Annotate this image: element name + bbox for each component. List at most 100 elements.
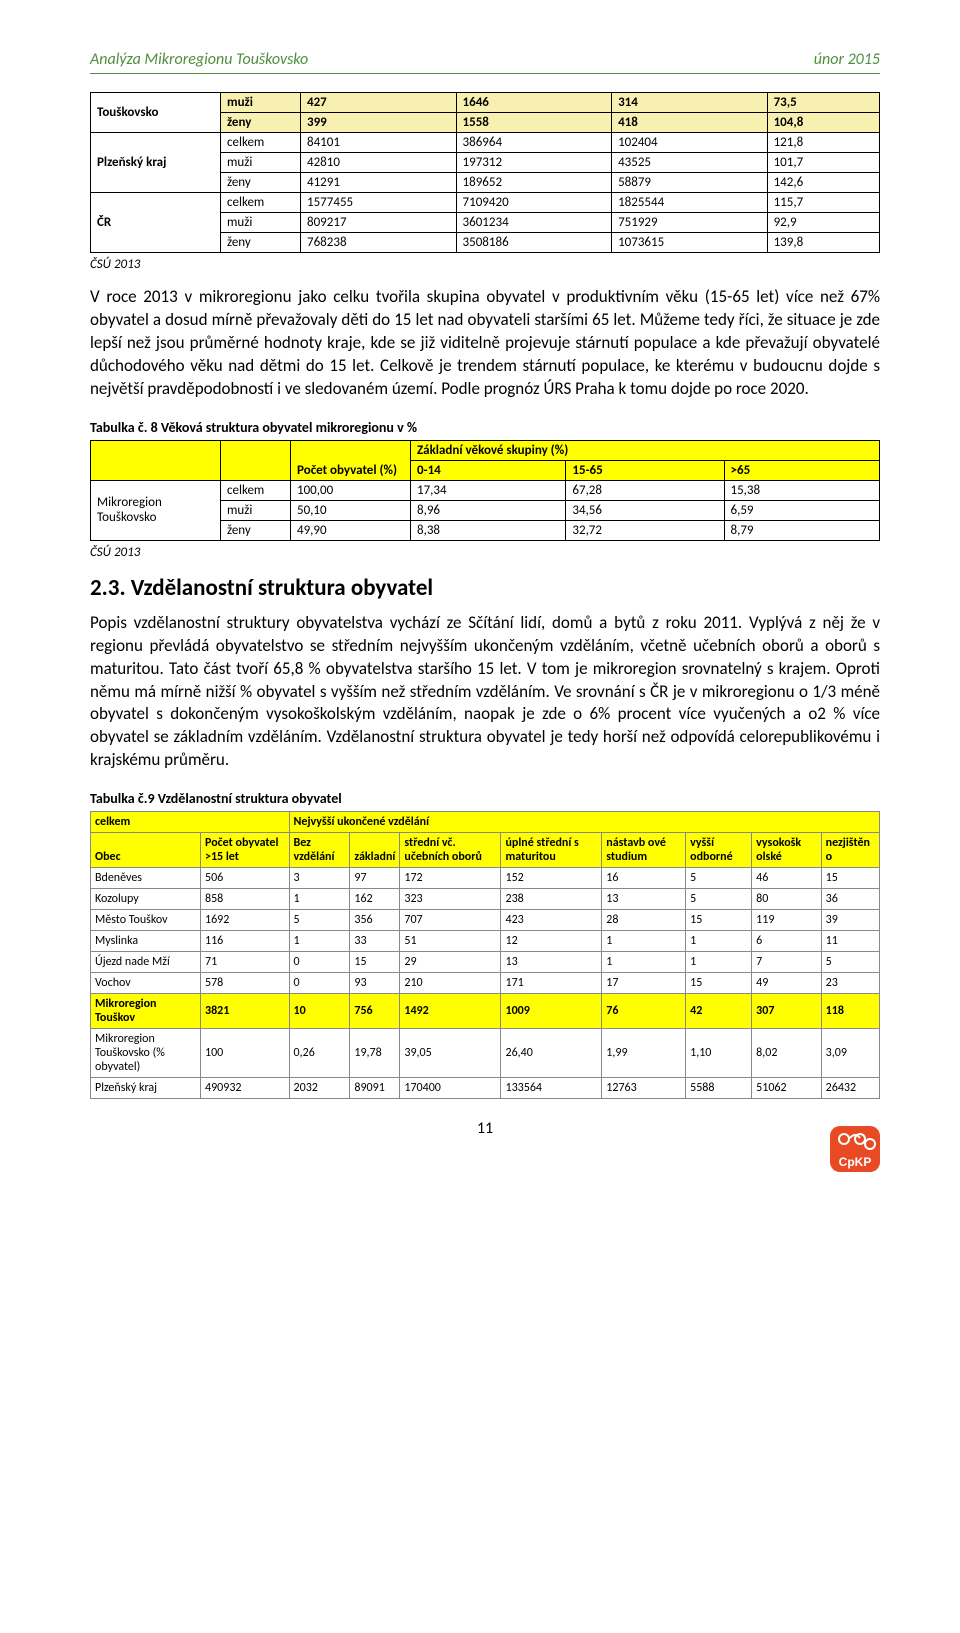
table3-caption: Tabulka č.9 Vzdělanostní struktura obyva… bbox=[90, 790, 880, 807]
doc-title: Analýza Mikroregionu Touškovsko bbox=[90, 50, 308, 69]
table-cell: Plzeňský kraj bbox=[91, 1078, 201, 1099]
table-cell: 210 bbox=[400, 973, 501, 994]
table-cell: 97 bbox=[350, 868, 400, 889]
table2-col-pocet: Počet obyvatel (%) bbox=[291, 440, 411, 480]
table-row-label: ČR bbox=[91, 193, 221, 253]
table-education: celkem Nejvyšší ukončené vzdělání ObecPo… bbox=[90, 811, 880, 1099]
table-cell: 1692 bbox=[201, 910, 290, 931]
table-cell: 12763 bbox=[602, 1078, 686, 1099]
paragraph-1: V roce 2013 v mikroregionu jako celku tv… bbox=[90, 286, 880, 401]
table-cell: 100 bbox=[201, 1029, 290, 1078]
table-cell: 5588 bbox=[686, 1078, 752, 1099]
table2-c2: 0-14 bbox=[411, 460, 566, 480]
table-cell: 67,28 bbox=[566, 480, 724, 500]
table-cell: 3508186 bbox=[456, 233, 612, 253]
table2-source: ČSÚ 2013 bbox=[90, 545, 880, 560]
table-cell: 1,10 bbox=[686, 1029, 752, 1078]
table-cell: 43525 bbox=[612, 153, 768, 173]
svg-text:CpKP: CpKP bbox=[839, 1155, 872, 1169]
table-cell: 58879 bbox=[612, 173, 768, 193]
table-cell: 5 bbox=[821, 952, 879, 973]
table-cell: 28 bbox=[602, 910, 686, 931]
table-cell: 115,7 bbox=[767, 193, 879, 213]
table-cell: 6 bbox=[752, 931, 822, 952]
table-cell: 104,8 bbox=[767, 113, 879, 133]
table-cell: 23 bbox=[821, 973, 879, 994]
table-cell: Mikroregion Touškovsko (% obyvatel) bbox=[91, 1029, 201, 1078]
table-cell: 76 bbox=[602, 994, 686, 1029]
table-cell: 13 bbox=[501, 952, 602, 973]
table-cell: 0 bbox=[289, 952, 350, 973]
table-cell: 8,02 bbox=[752, 1029, 822, 1078]
page-number: 11 bbox=[90, 1119, 880, 1138]
table-cell: 189652 bbox=[456, 173, 612, 193]
table-cell: 8,96 bbox=[411, 500, 566, 520]
table-cell: 92,9 bbox=[767, 213, 879, 233]
table-cell: 133564 bbox=[501, 1078, 602, 1099]
table-header-cell: Bez vzdělání bbox=[289, 833, 350, 868]
t3-topleft: celkem bbox=[91, 812, 290, 833]
table-age-pct: Počet obyvatel (%) Základní věkové skupi… bbox=[90, 440, 880, 541]
table-cell: 1 bbox=[602, 952, 686, 973]
table-cell: muži bbox=[221, 500, 291, 520]
table-cell: 34,56 bbox=[566, 500, 724, 520]
table-cell: 116 bbox=[201, 931, 290, 952]
table-cell: 1577455 bbox=[301, 193, 457, 213]
table-header-cell: základní bbox=[350, 833, 400, 868]
table-cell: 1 bbox=[686, 931, 752, 952]
table-header-cell: Obec bbox=[91, 833, 201, 868]
table-cell: 8,79 bbox=[724, 520, 880, 540]
table-cell: Mikroregion Touškov bbox=[91, 994, 201, 1029]
table-header-cell: vysokošk olské bbox=[752, 833, 822, 868]
table-cell: muži bbox=[221, 153, 301, 173]
table-cell: 751929 bbox=[612, 213, 768, 233]
table-age-structure: Touškovskomuži427164631473,5ženy39915584… bbox=[90, 92, 880, 253]
table-cell: 42 bbox=[686, 994, 752, 1029]
table-cell: 50,10 bbox=[291, 500, 411, 520]
table-cell: 707 bbox=[400, 910, 501, 931]
table-cell: 399 bbox=[301, 113, 457, 133]
table-cell: 7109420 bbox=[456, 193, 612, 213]
table-cell: ženy bbox=[221, 173, 301, 193]
table-cell: 15 bbox=[821, 868, 879, 889]
logo-icon: CpKP bbox=[830, 1126, 880, 1177]
table-cell: 36 bbox=[821, 889, 879, 910]
table-cell: 102404 bbox=[612, 133, 768, 153]
table-cell: 3,09 bbox=[821, 1029, 879, 1078]
table-cell: 1 bbox=[686, 952, 752, 973]
table-cell: 1 bbox=[602, 931, 686, 952]
table-cell: 170400 bbox=[400, 1078, 501, 1099]
table-cell: 171 bbox=[501, 973, 602, 994]
table-cell: 418 bbox=[612, 113, 768, 133]
table2-blank2 bbox=[221, 440, 291, 480]
table-header-cell: úplné střední s maturitou bbox=[501, 833, 602, 868]
table-header-cell: Počet obyvatel >15 let bbox=[201, 833, 290, 868]
table-cell: 8,38 bbox=[411, 520, 566, 540]
table-cell: 756 bbox=[350, 994, 400, 1029]
table-cell: 71 bbox=[201, 952, 290, 973]
table-cell: 0 bbox=[289, 973, 350, 994]
table-cell: 142,6 bbox=[767, 173, 879, 193]
table-cell: 10 bbox=[289, 994, 350, 1029]
table-cell: 49 bbox=[752, 973, 822, 994]
table-cell: 121,8 bbox=[767, 133, 879, 153]
table-cell: 93 bbox=[350, 973, 400, 994]
table-cell: 356 bbox=[350, 910, 400, 931]
table-cell: Myslinka bbox=[91, 931, 201, 952]
table-cell: 0,26 bbox=[289, 1029, 350, 1078]
table-cell: 11 bbox=[821, 931, 879, 952]
table-cell: 17 bbox=[602, 973, 686, 994]
table-cell: 1073615 bbox=[612, 233, 768, 253]
table-header-cell: nástavb ové studium bbox=[602, 833, 686, 868]
section-heading: 2.3. Vzdělanostní struktura obyvatel bbox=[90, 574, 880, 602]
table-cell: 768238 bbox=[301, 233, 457, 253]
table-cell: 1009 bbox=[501, 994, 602, 1029]
table-cell: 42810 bbox=[301, 153, 457, 173]
paragraph-2: Popis vzdělanostní struktury obyvatelstv… bbox=[90, 612, 880, 773]
table-cell: 427 bbox=[301, 93, 457, 113]
table-cell: 39 bbox=[821, 910, 879, 931]
table-cell: celkem bbox=[221, 480, 291, 500]
table-row-label: Plzeňský kraj bbox=[91, 133, 221, 193]
table-cell: muži bbox=[221, 93, 301, 113]
table-cell: 1558 bbox=[456, 113, 612, 133]
